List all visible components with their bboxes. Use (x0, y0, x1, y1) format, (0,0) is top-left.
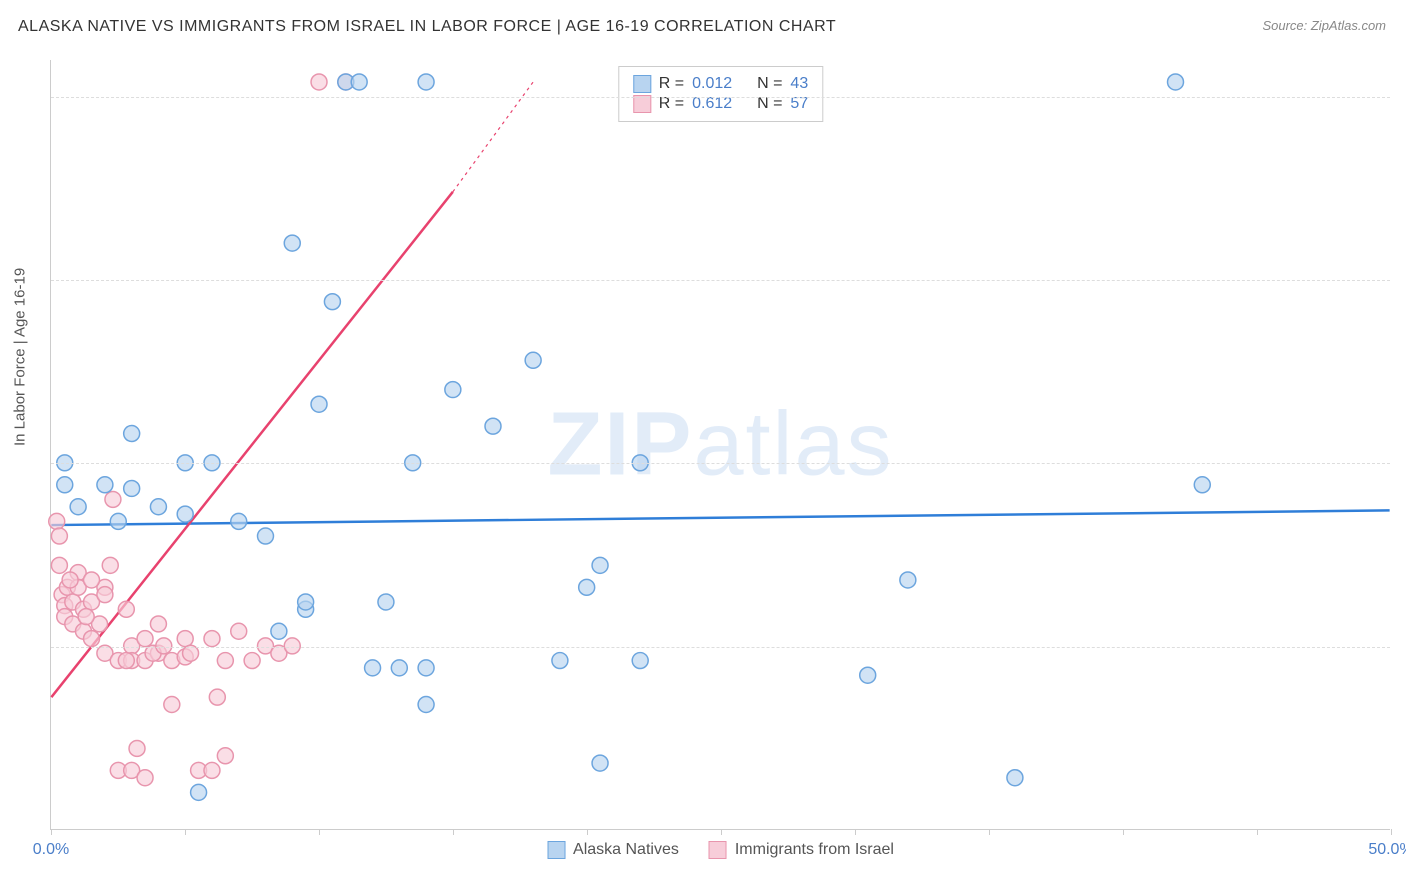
gridline (51, 97, 1390, 98)
x-tick-label: 0.0% (33, 841, 69, 859)
legend-row: R = 0.012 N = 43 (633, 75, 808, 93)
legend-swatch (709, 841, 727, 859)
legend-r-value: 0.012 (692, 75, 732, 93)
bottom-legend-item: Immigrants from Israel (709, 841, 894, 859)
x-tick (51, 829, 52, 835)
legend-n-value: 57 (790, 95, 808, 113)
legend-label: Alaska Natives (573, 841, 679, 859)
legend-n-label: N = (757, 95, 782, 113)
legend-swatch (633, 75, 651, 93)
bottom-legend-item: Alaska Natives (547, 841, 679, 859)
x-tick (721, 829, 722, 835)
correlation-legend: R = 0.012 N = 43 R = 0.612 N = 57 (618, 66, 823, 122)
x-tick (855, 829, 856, 835)
y-tick-label: 100.0% (1400, 88, 1406, 106)
x-tick (1391, 829, 1392, 835)
plot-svg (51, 60, 1390, 829)
y-tick-label: 75.0% (1400, 271, 1406, 289)
legend-r-value: 0.612 (692, 95, 732, 113)
x-tick (319, 829, 320, 835)
x-tick (1257, 829, 1258, 835)
source-attribution: Source: ZipAtlas.com (1262, 18, 1386, 33)
x-tick (453, 829, 454, 835)
legend-swatch (547, 841, 565, 859)
x-tick (989, 829, 990, 835)
x-tick (185, 829, 186, 835)
chart-container: ALASKA NATIVE VS IMMIGRANTS FROM ISRAEL … (0, 0, 1406, 892)
x-tick-label: 50.0% (1368, 841, 1406, 859)
gridline (51, 647, 1390, 648)
legend-row: R = 0.612 N = 57 (633, 95, 808, 113)
y-tick-label: 50.0% (1400, 454, 1406, 472)
legend-swatch (633, 95, 651, 113)
series-legend: Alaska Natives Immigrants from Israel (547, 841, 894, 859)
gridline (51, 463, 1390, 464)
x-tick (1123, 829, 1124, 835)
legend-r-label: R = (659, 95, 684, 113)
y-tick-label: 25.0% (1400, 638, 1406, 656)
legend-n-label: N = (757, 75, 782, 93)
y-axis-label: In Labor Force | Age 16-19 (12, 268, 29, 446)
legend-r-label: R = (659, 75, 684, 93)
legend-n-value: 43 (790, 75, 808, 93)
x-tick (587, 829, 588, 835)
gridline (51, 280, 1390, 281)
plot-area: ZIPatlas R =0.012 N =43R =0.612 N =57 Al… (50, 60, 1390, 830)
legend-label: Immigrants from Israel (735, 841, 894, 859)
chart-title: ALASKA NATIVE VS IMMIGRANTS FROM ISRAEL … (18, 18, 836, 36)
